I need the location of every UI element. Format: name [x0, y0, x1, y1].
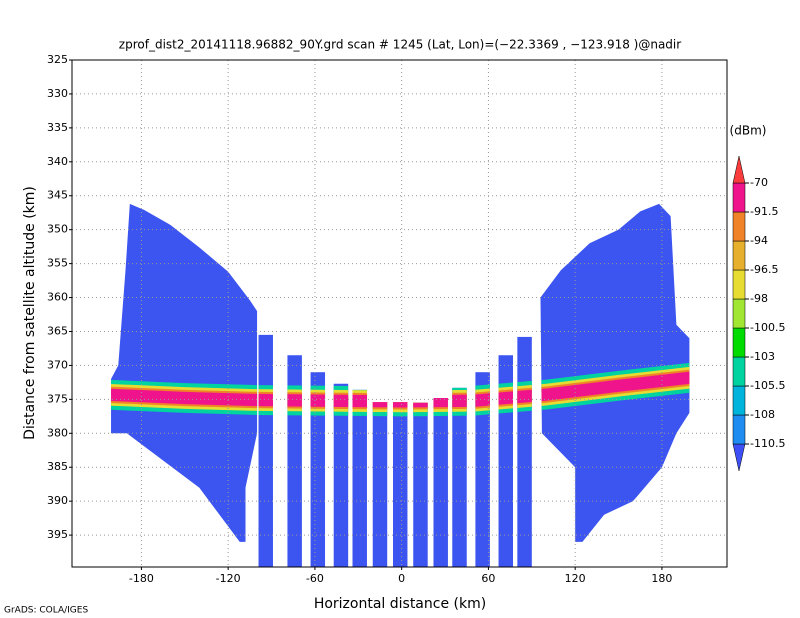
- x-tick-label: 60: [481, 572, 495, 585]
- scan-strip: [452, 387, 467, 567]
- plot-frame: [71, 59, 728, 568]
- colorbar-label: -100.5: [750, 321, 785, 334]
- y-tick-label: 370: [47, 358, 68, 371]
- x-tick-label: -60: [306, 572, 324, 585]
- plot-area: [111, 203, 690, 567]
- scan-strip: [372, 402, 388, 567]
- chart-title: zprof_dist2_20141118.96882_90Y.grd scan …: [119, 38, 681, 52]
- colorbar-label: -70: [750, 176, 768, 189]
- swath: [111, 203, 258, 542]
- colorbar-segment: [732, 269, 746, 300]
- colorbar-triangle: [732, 155, 746, 184]
- scan-strip: [258, 334, 273, 567]
- colorbar-segment: [732, 327, 746, 358]
- y-axis-label: Distance from satellite altitude (km): [22, 186, 38, 440]
- footer: GrADS: COLA/IGES: [4, 606, 88, 616]
- y-tick-label: 330: [47, 87, 68, 100]
- x-tick-label: 120: [565, 572, 586, 585]
- scan-strip: [517, 336, 532, 567]
- y-tick-label: 355: [47, 257, 68, 270]
- y-tick-label: 390: [47, 494, 68, 507]
- colorbar-segment: [732, 240, 746, 271]
- colorbar-label: -94: [750, 234, 768, 247]
- y-tick-label: 350: [47, 223, 68, 236]
- scan-strip: [333, 383, 349, 567]
- y-tick-label: 395: [47, 528, 68, 541]
- colorbar-label: -98: [750, 292, 768, 305]
- y-tick-label: 340: [47, 155, 68, 168]
- x-axis-label: Horizontal distance (km): [314, 596, 486, 612]
- x-tick-label: 0: [398, 572, 405, 585]
- y-tick-label: 385: [47, 460, 68, 473]
- colorbar-label: -103: [750, 350, 775, 363]
- colorbar-label: -108: [750, 408, 775, 421]
- y-tick-label: 335: [47, 121, 68, 134]
- colorbar-segment: [732, 356, 746, 387]
- x-tick-label: 180: [651, 572, 672, 585]
- x-tick-label: -120: [216, 572, 241, 585]
- scan-strip: [352, 389, 367, 567]
- y-tick-label: 380: [47, 426, 68, 439]
- colorbar-label: -105.5: [750, 379, 785, 392]
- y-tick-label: 345: [47, 189, 68, 202]
- scan-strip: [310, 372, 326, 567]
- x-tick-label: -180: [129, 572, 154, 585]
- colorbar-segment: [732, 182, 746, 213]
- colorbar-segment: [732, 211, 746, 242]
- y-tick-label: 325: [47, 53, 68, 66]
- band-layer: [111, 371, 690, 408]
- colorbar-segment: [732, 298, 746, 329]
- colorbar-label: -110.5: [750, 437, 785, 450]
- scan-strip: [475, 372, 490, 567]
- scan-strip: [392, 402, 408, 567]
- y-tick-label: 375: [47, 392, 68, 405]
- y-tick-label: 365: [47, 324, 68, 337]
- y-tick-label: 360: [47, 291, 68, 304]
- colorbar-label: -96.5: [750, 263, 778, 276]
- colorbar-unit: (dBm): [730, 124, 767, 138]
- scan-strip: [413, 402, 428, 567]
- scan-strip: [433, 398, 448, 567]
- colorbar-label: -91.5: [750, 205, 778, 218]
- colorbar-segment: [732, 414, 746, 445]
- colorbar-segment: [732, 385, 746, 416]
- colorbar-triangle: [732, 443, 746, 472]
